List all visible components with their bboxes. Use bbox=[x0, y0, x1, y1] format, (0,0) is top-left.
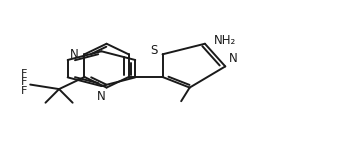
Text: NH₂: NH₂ bbox=[213, 34, 236, 47]
Text: N: N bbox=[70, 48, 78, 61]
Text: N: N bbox=[229, 52, 237, 65]
Text: S: S bbox=[150, 44, 157, 57]
Text: N: N bbox=[97, 90, 106, 103]
Text: F: F bbox=[21, 69, 27, 79]
Text: F: F bbox=[21, 77, 27, 87]
Text: F: F bbox=[21, 86, 27, 96]
